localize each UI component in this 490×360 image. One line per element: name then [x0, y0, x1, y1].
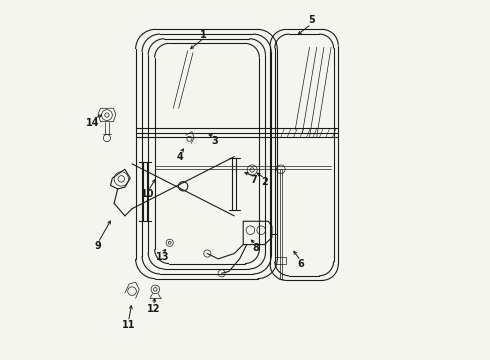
Text: 10: 10 — [142, 189, 155, 199]
Text: 13: 13 — [156, 252, 169, 262]
Text: 14: 14 — [86, 118, 99, 128]
Text: 7: 7 — [250, 175, 257, 185]
Text: 9: 9 — [95, 241, 101, 251]
Text: 12: 12 — [147, 304, 160, 314]
Text: 4: 4 — [177, 152, 184, 162]
Text: 6: 6 — [297, 259, 304, 269]
Text: 1: 1 — [200, 30, 207, 40]
Text: 2: 2 — [261, 177, 268, 187]
Text: 11: 11 — [122, 320, 135, 330]
Text: 5: 5 — [308, 15, 315, 26]
Text: 3: 3 — [211, 136, 218, 145]
Text: 8: 8 — [252, 243, 259, 253]
